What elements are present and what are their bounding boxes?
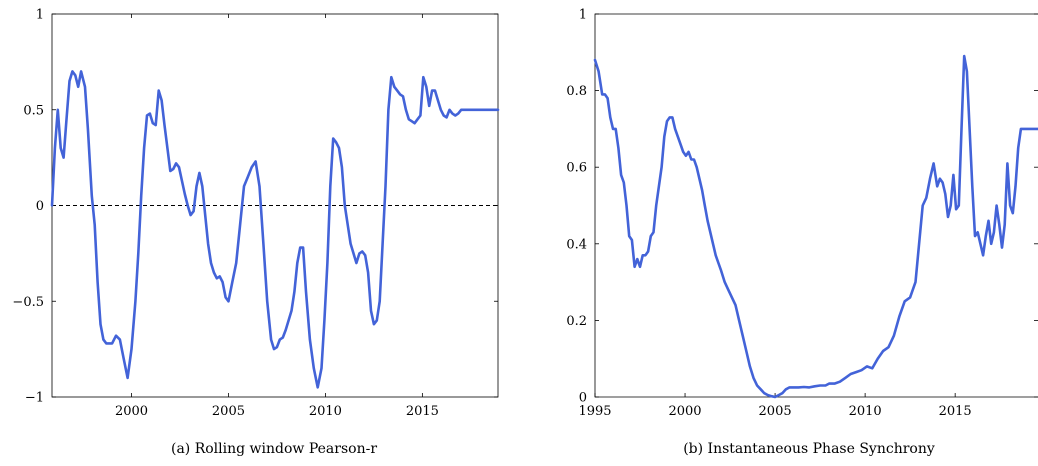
x-tick-label: 2005 xyxy=(212,404,245,419)
caption-a: (a) Rolling window Pearson-r xyxy=(171,441,377,457)
y-tick-label: 0.2 xyxy=(566,314,587,329)
y-tick-label: 1 xyxy=(579,8,587,23)
y-tick-label: 0.5 xyxy=(23,103,44,118)
y-tick-label: 0 xyxy=(579,391,587,406)
y-tick-label: −1 xyxy=(25,391,44,406)
x-tick-label: 2000 xyxy=(115,404,148,419)
x-tick-label: 2015 xyxy=(406,404,439,419)
x-tick-label: 2010 xyxy=(309,404,342,419)
y-tick-label: 1 xyxy=(36,8,44,23)
x-tick-label: 2000 xyxy=(668,404,701,419)
chart-panel-a: 2000 2005 2010 2015 −1 −0.5 0 0.5 1 xyxy=(12,8,500,419)
chart-panel-b: 1995 2000 2005 2010 2015 0 0.2 0.4 0.6 0.8 1 xyxy=(566,8,1038,419)
x-tick-label: 2005 xyxy=(759,404,792,419)
caption-b: (b) Instantaneous Phase Synchrony xyxy=(683,441,935,457)
x-tick-label: 1995 xyxy=(578,404,611,419)
y-tick-label: 0.4 xyxy=(566,237,587,252)
y-tick-label: 0 xyxy=(36,199,44,214)
x-tick-label: 2010 xyxy=(849,404,882,419)
y-tick-label: 0.8 xyxy=(566,84,587,99)
y-tick-label: 0.6 xyxy=(566,161,587,176)
series-line xyxy=(593,54,1038,399)
axes-frame xyxy=(594,13,1038,398)
y-tick-label: −0.5 xyxy=(12,295,44,310)
x-tick-label: 2015 xyxy=(939,404,972,419)
series-line xyxy=(50,70,500,389)
